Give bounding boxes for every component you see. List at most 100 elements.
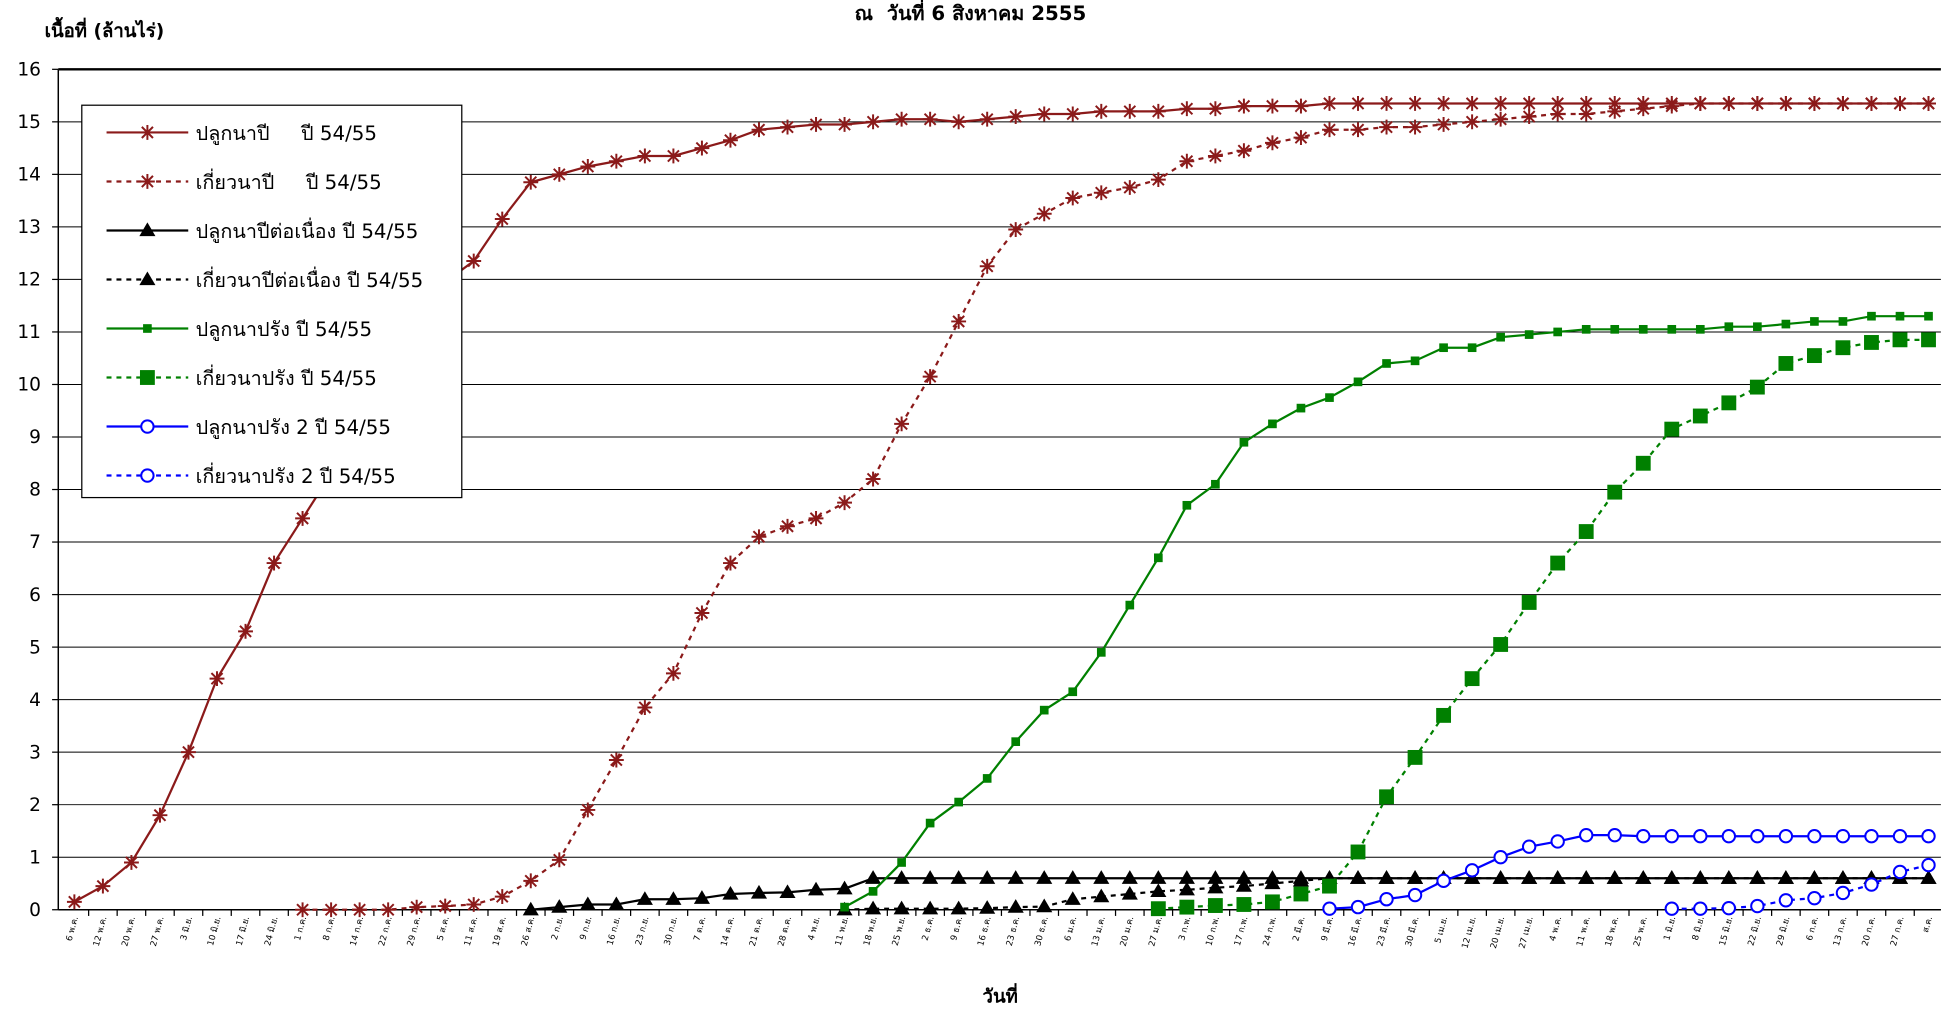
data-point	[295, 902, 311, 918]
data-point	[1920, 870, 1937, 884]
data-point	[437, 898, 453, 914]
legend-marker	[139, 271, 156, 286]
data-point	[266, 555, 282, 571]
data-point	[865, 900, 882, 915]
data-point	[1178, 881, 1195, 896]
data-point	[1268, 419, 1277, 429]
data-point	[1379, 96, 1394, 111]
x-tick-label: 23 ก.ย.	[634, 915, 651, 946]
data-point	[1864, 877, 1879, 892]
data-point	[694, 140, 710, 156]
data-point	[1724, 322, 1734, 332]
data-point	[1892, 864, 1908, 880]
data-point	[1096, 648, 1106, 657]
x-tick-label: 14 ต.ค.	[719, 915, 737, 947]
data-point	[1750, 829, 1765, 844]
data-point	[608, 153, 624, 169]
data-point	[1464, 671, 1480, 687]
data-point	[1578, 524, 1594, 539]
data-point	[1150, 901, 1166, 917]
data-point	[1293, 886, 1309, 902]
x-tick-label: 11 พ.ค.	[1575, 915, 1593, 947]
data-point	[1606, 870, 1623, 884]
legend-marker	[143, 324, 152, 333]
x-tick-label: 24 มิ.ย.	[263, 915, 280, 947]
data-point	[1464, 114, 1480, 130]
data-point	[579, 896, 596, 911]
data-point	[922, 900, 939, 915]
x-tick-label: 27 ม.ค.	[1147, 915, 1165, 947]
data-point	[1207, 898, 1223, 913]
y-axis-label: เนื้อที่ (ล้านไร่)	[45, 17, 165, 42]
data-point	[1493, 96, 1509, 111]
data-point	[865, 114, 881, 130]
data-point	[1493, 850, 1508, 865]
data-point	[1864, 829, 1879, 844]
data-point	[1924, 311, 1933, 321]
data-point	[1179, 101, 1195, 117]
x-tick-label: 27 ก.ค.	[1889, 915, 1907, 947]
data-point	[1236, 143, 1252, 159]
x-tick-label: 23 ธ.ค.	[1005, 915, 1023, 947]
data-point	[1892, 332, 1908, 348]
data-point	[1807, 829, 1822, 844]
data-point	[494, 889, 510, 905]
data-point	[1895, 311, 1905, 321]
legend-marker	[140, 419, 155, 434]
x-tick-label: 2 ธ.ค.	[921, 915, 937, 942]
data-point	[922, 870, 939, 884]
legend-marker	[139, 174, 155, 189]
data-point	[1695, 324, 1705, 334]
data-point	[1667, 324, 1677, 334]
data-point	[1350, 96, 1366, 111]
data-point	[1064, 891, 1081, 905]
data-point	[1721, 395, 1737, 411]
series-line	[1158, 338, 1929, 910]
x-tick-label: 27 พ.ค.	[149, 915, 167, 947]
data-point	[751, 122, 767, 138]
data-point	[1121, 885, 1138, 900]
x-tick-label: 16 มี.ค.	[1346, 915, 1365, 948]
data-point	[466, 253, 482, 269]
data-point	[1236, 897, 1252, 912]
data-point	[865, 870, 882, 884]
data-point	[837, 117, 852, 132]
data-point	[608, 752, 624, 768]
data-point	[1121, 870, 1138, 884]
data-point	[1150, 870, 1167, 884]
data-point	[979, 900, 996, 914]
data-point	[1265, 135, 1280, 151]
data-point	[1178, 870, 1195, 884]
data-point	[922, 369, 938, 385]
x-tick-label: 22 ก.ค.	[377, 915, 395, 947]
data-point	[1239, 437, 1249, 447]
legend-marker	[139, 222, 156, 237]
x-tick-label: 1 มิ.ย.	[1662, 915, 1678, 941]
data-point	[1664, 421, 1680, 437]
series-line	[1329, 834, 1929, 910]
legend-label: เกี่ยวนาปรัง ปี 54/55	[196, 364, 377, 390]
y-tick-label: 1	[29, 847, 41, 868]
data-point	[1093, 103, 1109, 119]
data-point	[551, 166, 567, 182]
data-point	[152, 807, 168, 823]
data-point	[1379, 892, 1394, 907]
x-tick-label: 20 เม.ย.	[1489, 915, 1507, 949]
data-point	[1382, 359, 1391, 368]
y-tick-label: 6	[29, 585, 41, 606]
data-point	[1635, 455, 1651, 471]
data-point	[1182, 500, 1192, 510]
data-point	[1407, 887, 1423, 903]
data-point	[1607, 103, 1623, 119]
x-tick-label: 30 มี.ค.	[1403, 915, 1422, 948]
data-point	[1806, 348, 1822, 364]
legend-label: ปลูกนาปรัง 2 ปี 54/55	[196, 416, 391, 440]
data-point	[580, 802, 596, 818]
data-point	[1036, 106, 1052, 122]
x-tick-label: 27 เม.ย.	[1518, 915, 1536, 949]
data-point	[1806, 96, 1822, 111]
data-point	[1636, 829, 1651, 844]
x-tick-label: 23 มี.ค.	[1375, 915, 1394, 948]
data-point	[1864, 335, 1879, 350]
